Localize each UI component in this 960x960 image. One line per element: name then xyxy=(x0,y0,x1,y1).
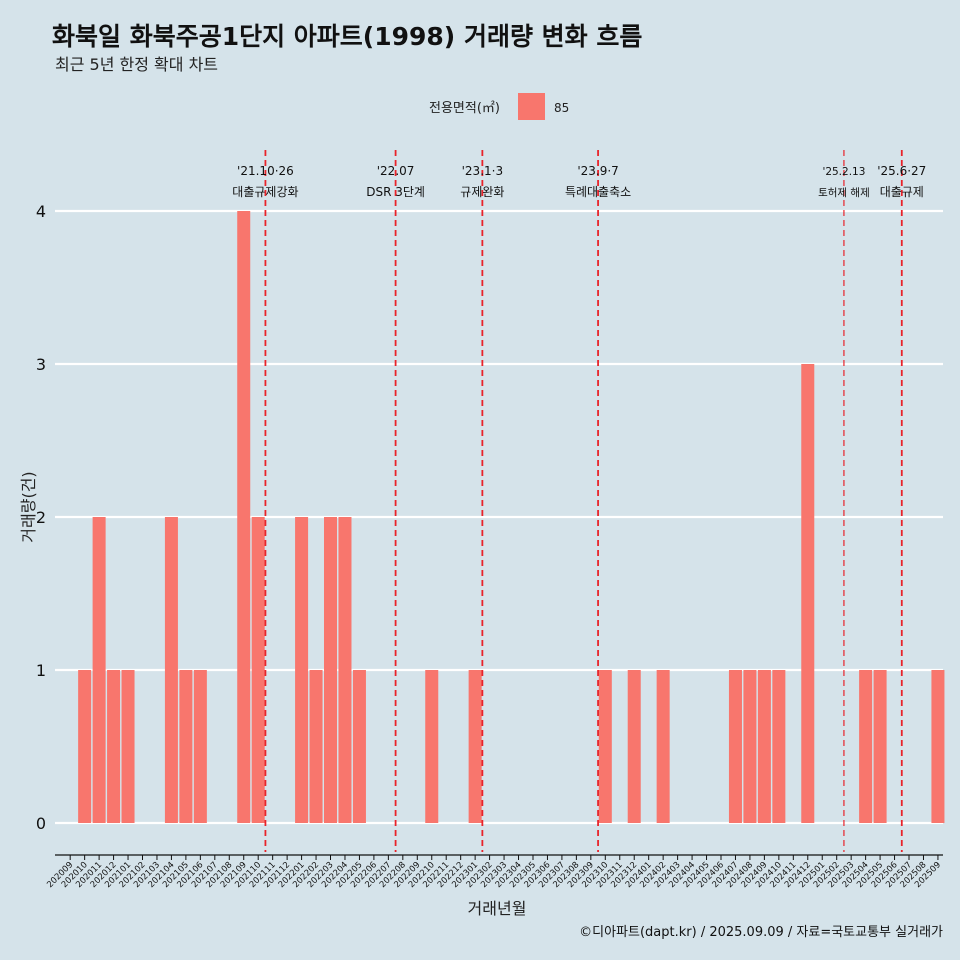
y-tick-label: 1 xyxy=(36,661,46,680)
bar-202109 xyxy=(237,211,251,823)
bar-202301 xyxy=(468,670,482,823)
bar-202504 xyxy=(859,670,873,823)
bar-202408 xyxy=(743,670,757,823)
y-axis-title: 거래량(건) xyxy=(19,471,38,542)
event-label-5: 대출규제 xyxy=(880,185,924,199)
bar-202412 xyxy=(801,364,815,823)
y-tick-label: 0 xyxy=(36,814,46,833)
bar-202312 xyxy=(627,670,641,823)
bar-202201 xyxy=(295,517,309,823)
bar-202204 xyxy=(338,517,352,823)
bar-202402 xyxy=(656,670,670,823)
bar-202110 xyxy=(251,517,265,823)
event-date-3: '23.9·7 xyxy=(577,164,618,178)
bar-202410 xyxy=(772,670,786,823)
bars xyxy=(78,211,945,823)
event-label-1: DSR 3단계 xyxy=(366,185,425,199)
bar-202203 xyxy=(324,517,338,823)
y-axis: 0 1 2 3 4 xyxy=(36,202,46,833)
event-date-2: '23.1·3 xyxy=(462,164,503,178)
chart-subtitle: 최근 5년 한정 확대 차트 xyxy=(55,55,218,74)
bar-202105 xyxy=(179,670,193,823)
bar-202202 xyxy=(309,670,323,823)
bar-202012 xyxy=(107,670,121,823)
event-label-3: 특례대출축소 xyxy=(565,185,631,199)
legend: 전용면적(㎡) 85 xyxy=(429,93,569,120)
bar-202010 xyxy=(78,670,92,823)
bar-202011 xyxy=(92,517,106,823)
event-date-1: '22.07 xyxy=(377,164,415,178)
event-label-0: 대출규제강화 xyxy=(232,185,298,199)
bar-202310 xyxy=(598,670,612,823)
bar-202509 xyxy=(931,670,945,823)
event-label-2: 규제완화 xyxy=(460,185,504,199)
event-lines: '21.10·26 대출규제강화 '22.07 DSR 3단계 '23.1·3 규제완화 '… xyxy=(232,150,926,852)
bar-202505 xyxy=(873,670,887,823)
y-tick-label: 3 xyxy=(36,355,46,374)
caption: ©디아파트(dapt.kr) / 2025.09.09 / 자료=국토교통부 실… xyxy=(579,925,943,940)
y-tick-label: 4 xyxy=(36,202,46,221)
event-date-5: '25.6·27 xyxy=(877,164,926,178)
event-date-4: '25.2.13 xyxy=(822,166,865,178)
event-label-4: 토허제 해제 xyxy=(818,186,870,199)
bar-202210 xyxy=(425,670,439,823)
legend-label: 85 xyxy=(554,101,569,115)
legend-swatch xyxy=(518,93,545,120)
bar-202407 xyxy=(728,670,742,823)
event-date-0: '21.10·26 xyxy=(237,164,294,178)
legend-title: 전용면적(㎡) xyxy=(429,101,500,116)
bar-202205 xyxy=(352,670,366,823)
bar-202106 xyxy=(193,670,207,823)
x-axis: 2020092020102020112020122021012021022021… xyxy=(45,854,943,890)
bar-202409 xyxy=(757,670,771,823)
chart-title: 화북일 화북주공1단지 아파트(1998) 거래량 변화 흐름 xyxy=(52,22,642,51)
x-axis-title: 거래년월 xyxy=(468,899,527,918)
y-tick-label: 2 xyxy=(36,508,46,527)
bar-202101 xyxy=(121,670,135,823)
bar-202104 xyxy=(164,517,178,823)
